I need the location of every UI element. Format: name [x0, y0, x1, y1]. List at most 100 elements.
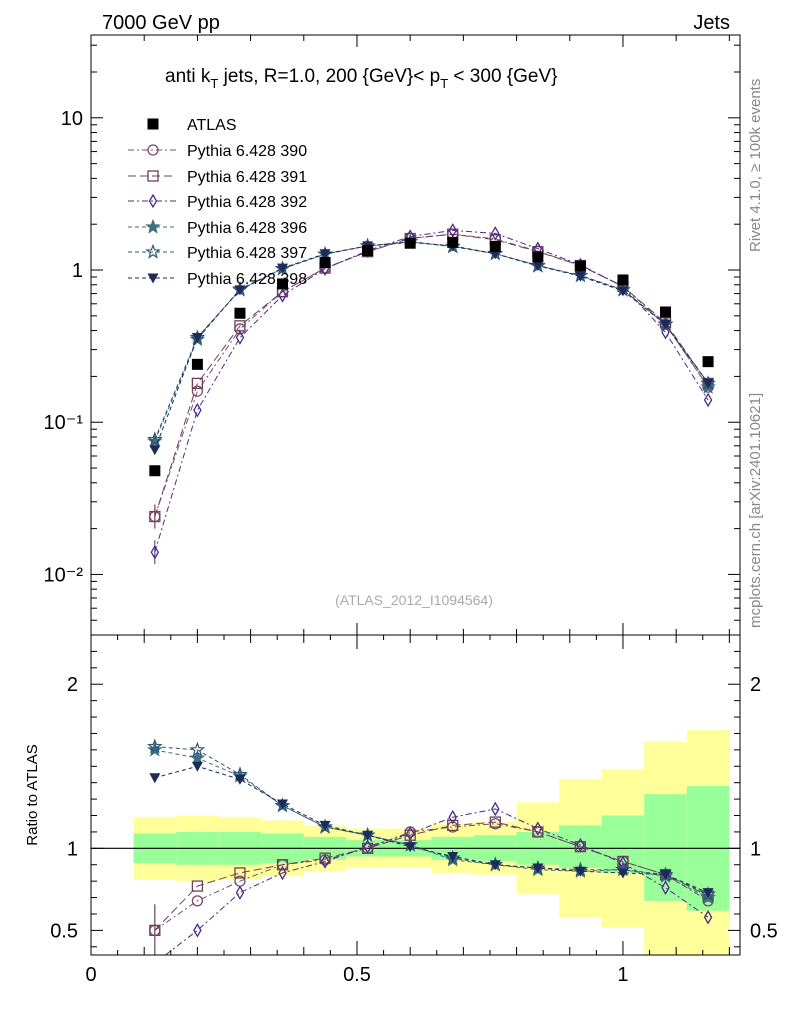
- main-y-axis: 10 1 10⁻¹ 10⁻²: [44, 35, 740, 636]
- ratio-point-p398: [234, 774, 246, 785]
- legend-label-392: Pythia 6.428 392: [187, 194, 307, 211]
- title-part-2: jets, R=1.0, 200 {GeV}< p: [218, 66, 440, 87]
- ratio-point-p392: [320, 854, 330, 869]
- point-p392: [278, 288, 287, 303]
- ratio-series-group: [147, 738, 716, 955]
- ratio-point-p392: [661, 880, 670, 896]
- ratio-point-p391: [191, 880, 204, 892]
- title-sub-2: T: [440, 76, 448, 91]
- ratio-point-p391: [234, 867, 246, 879]
- y-tick-label: 10⁻¹: [44, 412, 84, 434]
- ratio-point-p398: [489, 860, 501, 871]
- ratio-point-p398: [319, 820, 331, 831]
- main-series-group: [147, 223, 716, 565]
- ratio-point-p391: [319, 852, 331, 864]
- ratio-y-tick-label-right: 1: [750, 838, 761, 860]
- legend-marker-p391: [147, 170, 159, 182]
- ratio-y-tick-label: 0.5: [50, 920, 78, 942]
- analysis-watermark: (ATLAS_2012_I1094564): [335, 592, 493, 608]
- legend-label-390: Pythia 6.428 390: [187, 143, 307, 160]
- ratio-y-tick-label-right: 2: [750, 674, 761, 696]
- point-data: [447, 236, 459, 248]
- point-p398: [234, 285, 246, 296]
- x-tick-label: 1: [617, 964, 628, 986]
- ratio-point-p391: [447, 819, 459, 832]
- ratio-point-p398: [447, 852, 459, 863]
- energy-label: 7000 GeV pp: [102, 12, 220, 34]
- ratio-point-p392: [193, 923, 202, 938]
- ratio-point-p390: [191, 895, 204, 907]
- ratio-panel: 2 2 1 1 0.5 0.5 0 0.5 1 Ratio to ATLAS: [24, 634, 778, 986]
- ratio-point-p398: [617, 868, 629, 879]
- legend-marker-p392: [148, 193, 158, 209]
- legend-marker-p398: [147, 273, 159, 284]
- point-p398: [149, 445, 161, 456]
- series-p397: [147, 233, 716, 447]
- point-data: [660, 306, 672, 318]
- ratio-point-p397: [189, 741, 206, 757]
- legend-marker-p397: [145, 243, 161, 259]
- title-sub-1: T: [210, 76, 218, 91]
- ratio-axes: 2 2 1 1 0.5 0.5 0 0.5 1: [50, 635, 778, 986]
- ratio-point-p398: [532, 863, 544, 874]
- ratio-y-tick-label: 2: [67, 674, 78, 696]
- band-inner-bin: [644, 794, 687, 901]
- line-p398: [154, 241, 709, 450]
- ratio-point-p392: [533, 821, 543, 836]
- ratio-series-p392: [164, 801, 713, 955]
- point-p398: [702, 378, 714, 389]
- ratio-point-p398: [149, 773, 161, 784]
- ratio-point-p392: [278, 865, 287, 881]
- ratio-point-p398: [660, 870, 672, 881]
- line-p392: [154, 229, 709, 553]
- legend-marker-data: [147, 118, 159, 130]
- ratio-point-p391: [276, 859, 289, 871]
- ratio-line-p390: [154, 823, 709, 931]
- legend-label-398: Pythia 6.428 398: [187, 271, 307, 288]
- ratio-line-p398: [154, 765, 709, 894]
- y-tick-label: 10: [61, 108, 83, 130]
- line-p396: [154, 240, 709, 442]
- point-data: [149, 465, 161, 477]
- y-tick-label: 10⁻²: [44, 564, 84, 586]
- point-p398: [191, 333, 203, 344]
- point-p398: [319, 249, 331, 260]
- legend-label-atlas: ATLAS: [187, 117, 237, 134]
- ratio-y-tick-label-right: 0.5: [750, 920, 778, 942]
- point-p398: [532, 261, 544, 272]
- ratio-point-p398: [404, 842, 416, 853]
- ratio-point-p391: [489, 816, 501, 828]
- ratio-point-p391: [532, 826, 544, 838]
- y-tick-label: 1: [72, 260, 83, 282]
- ratio-frame: [90, 634, 741, 956]
- ratio-point-p398: [277, 799, 289, 810]
- ratio-line-p391: [154, 821, 709, 931]
- point-data: [362, 245, 374, 257]
- legend: ATLAS Pythia 6.428 390 Pythia 6.428 391 …: [128, 117, 307, 288]
- chart-title: anti kT jets, R=1.0, 200 {GeV}< pT < 300…: [165, 66, 558, 91]
- ratio-uncertainty-bands: [91, 730, 740, 955]
- point-p392: [491, 226, 500, 241]
- ratio-point-p397: [147, 738, 163, 754]
- point-data: [319, 257, 331, 269]
- point-p392: [448, 223, 457, 238]
- ratio-point-p398: [362, 830, 374, 841]
- legend-marker-p396: [145, 218, 161, 234]
- ratio-point-p392: [576, 837, 585, 853]
- point-data: [234, 307, 246, 319]
- ratio-point-p392: [491, 801, 500, 817]
- point-data: [277, 278, 289, 290]
- ratio-point-p398: [574, 866, 586, 877]
- ratio-point-p392: [235, 885, 245, 900]
- point-data: [574, 260, 586, 272]
- point-p398: [277, 263, 289, 274]
- point-p392: [193, 402, 202, 418]
- point-data: [489, 240, 501, 252]
- point-p392: [703, 392, 713, 408]
- ratio-line-p396: [154, 749, 709, 899]
- title-part-1: anti k: [165, 66, 211, 87]
- point-data: [191, 358, 203, 370]
- series-p396: [147, 233, 716, 448]
- point-p390: [191, 385, 204, 397]
